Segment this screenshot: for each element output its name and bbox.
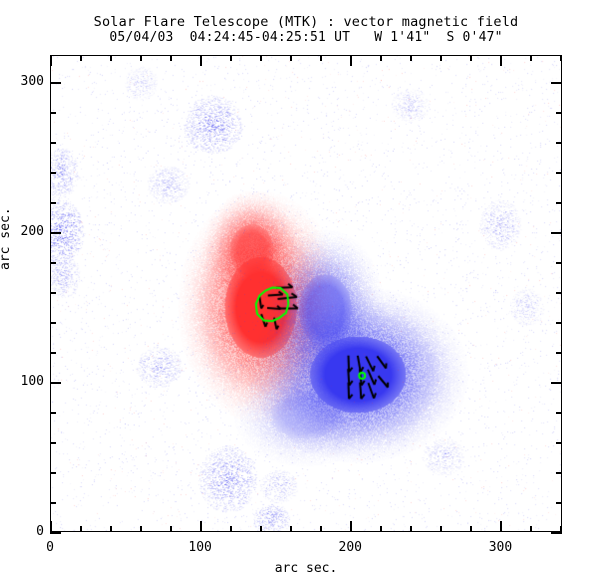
y-tick-180 xyxy=(50,262,56,264)
y-tick-right-240 xyxy=(556,172,562,174)
y-tick-280 xyxy=(50,112,56,114)
x-tick-top-120 xyxy=(230,526,232,532)
x-tick-top-300 xyxy=(500,521,502,532)
x-tick-280 xyxy=(470,55,472,61)
x-tick-top-320 xyxy=(530,526,532,532)
x-tick-top-200 xyxy=(350,521,352,532)
x-tick-top-60 xyxy=(140,526,142,532)
x-tick-180 xyxy=(320,55,322,61)
y-tick-40 xyxy=(50,472,56,474)
x-tick-top-100 xyxy=(200,521,202,532)
y-tick-right-280 xyxy=(556,112,562,114)
y-tick-right-220 xyxy=(556,202,562,204)
x-tick-140 xyxy=(260,55,262,61)
x-tick-20 xyxy=(80,55,82,61)
x-tick-top-240 xyxy=(410,526,412,532)
x-tick-300 xyxy=(500,55,502,66)
x-tick-160 xyxy=(290,55,292,61)
x-tick-top-260 xyxy=(440,526,442,532)
y-tick-100 xyxy=(50,382,61,384)
x-tick-0 xyxy=(50,55,52,66)
y-tick-right-140 xyxy=(556,322,562,324)
y-tick-60 xyxy=(50,442,56,444)
x-tick-40 xyxy=(110,55,112,61)
x-tick-top-160 xyxy=(290,526,292,532)
chart-title: Solar Flare Telescope (MTK) : vector mag… xyxy=(93,14,519,30)
x-tick-80 xyxy=(170,55,172,61)
y-tick-right-180 xyxy=(556,262,562,264)
x-tick-340 xyxy=(560,55,562,61)
x-tick-label-0: 0 xyxy=(46,540,54,555)
x-tick-label-200: 200 xyxy=(338,540,363,555)
y-tick-140 xyxy=(50,322,56,324)
x-tick-320 xyxy=(530,55,532,61)
y-tick-240 xyxy=(50,172,56,174)
x-tick-label-100: 100 xyxy=(188,540,212,555)
x-tick-200 xyxy=(350,55,352,66)
y-tick-300 xyxy=(50,82,61,84)
y-tick-right-60 xyxy=(556,442,562,444)
y-tick-right-260 xyxy=(556,142,562,144)
y-tick-right-20 xyxy=(556,502,562,504)
y-tick-right-120 xyxy=(556,352,562,354)
x-tick-label-300: 300 xyxy=(488,540,513,555)
y-tick-label-100: 100 xyxy=(20,374,44,389)
chart-header: Solar Flare Telescope (MTK) : vector mag… xyxy=(0,14,612,46)
x-tick-top-180 xyxy=(320,526,322,532)
y-tick-label-300: 300 xyxy=(20,74,44,89)
y-tick-20 xyxy=(50,502,56,504)
magnetogram-canvas xyxy=(51,56,561,531)
y-tick-80 xyxy=(50,412,56,414)
y-tick-right-160 xyxy=(556,292,562,294)
y-tick-0 xyxy=(50,532,61,534)
x-tick-100 xyxy=(200,55,202,66)
x-tick-60 xyxy=(140,55,142,61)
x-tick-220 xyxy=(380,55,382,61)
chart-subtitle: 05/04/03 04:24:45-04:25:51 UT W 1'41" S … xyxy=(109,30,503,45)
x-tick-top-140 xyxy=(260,526,262,532)
y-tick-120 xyxy=(50,352,56,354)
x-tick-top-340 xyxy=(560,526,562,532)
y-tick-200 xyxy=(50,232,61,234)
y-tick-220 xyxy=(50,202,56,204)
x-tick-120 xyxy=(230,55,232,61)
x-tick-top-220 xyxy=(380,526,382,532)
x-tick-260 xyxy=(440,55,442,61)
x-axis-title: arc sec. xyxy=(274,561,338,576)
y-tick-right-200 xyxy=(551,232,562,234)
y-tick-right-80 xyxy=(556,412,562,414)
y-tick-right-40 xyxy=(556,472,562,474)
x-tick-top-0 xyxy=(50,521,52,532)
x-tick-top-40 xyxy=(110,526,112,532)
y-tick-right-0 xyxy=(551,532,562,534)
x-tick-top-280 xyxy=(470,526,472,532)
y-tick-260 xyxy=(50,142,56,144)
y-tick-label-0: 0 xyxy=(36,524,44,539)
y-axis-title: arc sec. xyxy=(0,207,13,270)
y-tick-right-300 xyxy=(551,82,562,84)
x-tick-top-20 xyxy=(80,526,82,532)
y-tick-right-100 xyxy=(551,382,562,384)
plot-area xyxy=(50,55,562,532)
y-tick-160 xyxy=(50,292,56,294)
x-tick-top-80 xyxy=(170,526,172,532)
y-tick-label-200: 200 xyxy=(20,224,44,239)
x-tick-240 xyxy=(410,55,412,61)
